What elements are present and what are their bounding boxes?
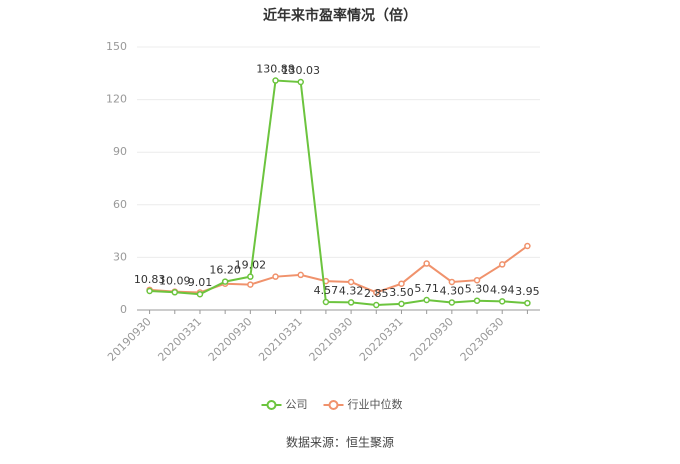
x-tick-label: 20210930 (307, 315, 356, 364)
data-label: 3.95 (515, 285, 540, 298)
point (473, 297, 481, 304)
data-label: 3.50 (389, 286, 414, 299)
point (347, 278, 355, 286)
data-label: 10.09 (159, 274, 191, 287)
point (146, 287, 153, 295)
source: 数据来源：恒生聚源 (286, 435, 394, 450)
legend-marker (328, 400, 339, 410)
y-tick-label: 120 (106, 93, 127, 106)
x-tick-label: 20190930 (105, 315, 154, 364)
point (398, 300, 405, 308)
point (221, 278, 229, 285)
data-label: 4.30 (440, 284, 465, 297)
point (272, 273, 279, 280)
point (423, 296, 430, 304)
chart-title: 近年来市盈率情况（倍） (263, 7, 417, 24)
y-tick-label: 60 (113, 198, 127, 211)
point (373, 301, 380, 309)
point (297, 271, 304, 279)
point (322, 298, 330, 306)
data-label: 4.32 (339, 284, 364, 297)
data-label: 5.71 (414, 282, 439, 295)
y-tick-label: 0 (120, 303, 127, 316)
point (473, 276, 481, 284)
x-tick-label: 20230630 (458, 315, 507, 364)
point (171, 289, 179, 296)
x-tick-label: 20200331 (155, 315, 204, 364)
point (498, 261, 506, 268)
point (524, 242, 531, 250)
data-label: 10.83 (134, 273, 166, 286)
data-label: 4.57 (314, 284, 339, 297)
point (373, 289, 380, 296)
data-label: 9.01 (188, 276, 213, 289)
legend-label: 公司 (286, 398, 308, 411)
point (398, 280, 405, 287)
y-tick-label: 150 (106, 40, 127, 53)
point (297, 78, 304, 86)
point (347, 299, 355, 306)
point (448, 299, 456, 306)
x-tick-label: 20220331 (357, 315, 406, 364)
y-tick-label: 30 (113, 250, 127, 263)
point (423, 260, 430, 267)
y-tick-label: 90 (113, 145, 127, 158)
data-label: 4.94 (490, 283, 515, 296)
point (448, 278, 456, 286)
point (247, 281, 254, 288)
point (272, 77, 279, 84)
legend-marker (266, 400, 277, 410)
point (247, 273, 254, 280)
x-tick-label: 20220930 (407, 315, 456, 364)
legend-label: 行业中位数 (348, 397, 403, 411)
point (196, 290, 204, 298)
data-label: 130.03 (281, 64, 320, 77)
x-tick-label: 20210331 (256, 315, 305, 364)
point (524, 299, 531, 307)
series-line (149, 79, 528, 307)
data-label: 2.85 (364, 287, 389, 300)
point (498, 298, 506, 305)
data-label: 19.02 (235, 259, 267, 272)
data-label: 130.88 (256, 63, 295, 76)
data-label: 16.20 (209, 264, 241, 277)
data-label: 5.30 (465, 283, 490, 296)
x-tick-label: 20200930 (206, 315, 255, 364)
